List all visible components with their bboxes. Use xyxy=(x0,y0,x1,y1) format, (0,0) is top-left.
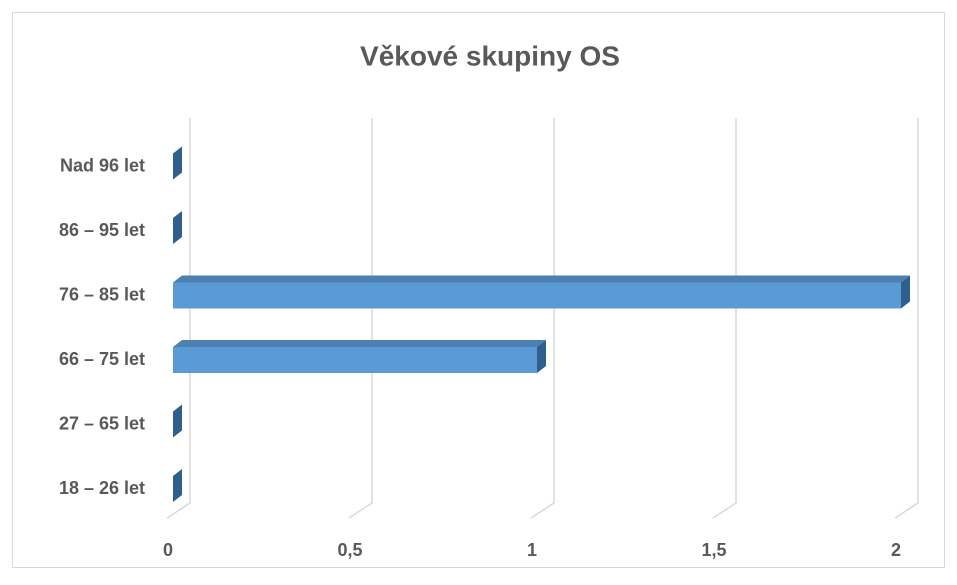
x-tick-label: 1,5 xyxy=(701,540,726,560)
y-tick-label: 27 – 65 let xyxy=(59,413,145,433)
y-tick-label: 66 – 75 let xyxy=(59,349,145,369)
bar-side xyxy=(173,469,182,502)
bar-top xyxy=(173,275,910,283)
x-tick-label: 2 xyxy=(891,540,901,560)
grid-line xyxy=(894,118,919,519)
bar-side xyxy=(173,211,182,244)
bar xyxy=(173,282,901,309)
y-tick-label: 86 – 95 let xyxy=(59,220,145,240)
bar-side xyxy=(901,275,910,309)
bar-side xyxy=(173,146,182,180)
bar-side xyxy=(537,340,546,373)
grid-line xyxy=(166,118,191,519)
grid-line xyxy=(348,118,373,519)
bar-top xyxy=(173,340,546,347)
y-tick-label: 18 – 26 let xyxy=(59,478,145,498)
x-tick-label: 0 xyxy=(163,540,173,560)
bar-side xyxy=(173,404,182,438)
bar xyxy=(173,347,537,373)
grid-line xyxy=(530,118,555,519)
y-tick-label: Nad 96 let xyxy=(60,155,145,175)
x-tick-label: 1 xyxy=(527,540,537,560)
grid-line xyxy=(712,118,737,519)
y-tick-label: 76 – 85 let xyxy=(59,284,145,304)
x-tick-label: 0,5 xyxy=(337,540,362,560)
chart-title: Věkové skupiny OS xyxy=(360,40,620,71)
